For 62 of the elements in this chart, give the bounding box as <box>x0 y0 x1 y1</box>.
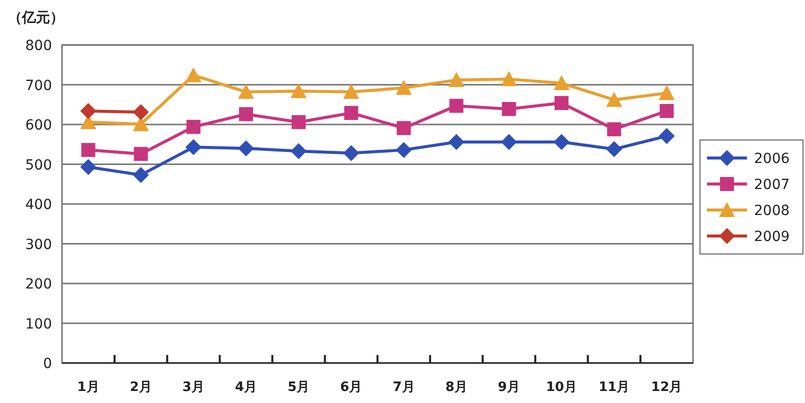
point <box>134 146 148 161</box>
point <box>606 92 622 107</box>
legend-label: 2007 <box>754 177 790 193</box>
point <box>343 84 360 99</box>
point <box>606 141 622 158</box>
point <box>343 145 360 162</box>
y-tick-label: 600 <box>25 118 52 134</box>
x-tick-label: 1月 <box>77 380 100 395</box>
point <box>290 143 307 160</box>
point <box>500 71 517 86</box>
point <box>449 98 464 113</box>
x-tick-label: 2月 <box>130 380 152 395</box>
y-tick-label: 700 <box>25 78 52 94</box>
legend-label: 2009 <box>754 229 790 245</box>
y-tick-label: 200 <box>25 276 52 292</box>
y-tick-label: 0 <box>43 356 52 372</box>
y-axis-title: （亿元） <box>8 10 64 26</box>
x-tick-label: 11月 <box>598 380 630 395</box>
x-tick-label: 12月 <box>651 380 682 395</box>
point <box>500 134 517 150</box>
x-tick-label: 8月 <box>445 380 468 395</box>
legend-label: 2006 <box>754 151 790 167</box>
x-tick-label: 10月 <box>546 380 578 395</box>
x-tick-label: 4月 <box>235 380 258 395</box>
x-tick-label: 7月 <box>392 380 415 395</box>
point <box>658 128 675 144</box>
point <box>290 83 307 98</box>
point <box>132 104 149 120</box>
point <box>344 106 358 120</box>
point <box>554 75 570 90</box>
x-tick-label: 3月 <box>182 380 204 395</box>
point <box>554 96 569 110</box>
y-tick-label: 500 <box>25 157 52 174</box>
x-tick-label: 5月 <box>288 380 310 395</box>
point <box>658 85 675 100</box>
y-tick-label: 800 <box>25 38 52 54</box>
point <box>186 120 200 134</box>
y-tick-label: 100 <box>25 316 52 332</box>
y-tick-label: 400 <box>25 197 52 213</box>
point <box>396 80 412 95</box>
point <box>502 102 516 116</box>
point <box>80 159 96 176</box>
point <box>239 107 254 122</box>
x-tick-label: 9月 <box>498 380 520 395</box>
point <box>448 72 464 87</box>
x-tick-label: 6月 <box>340 380 362 395</box>
point <box>238 140 254 156</box>
point <box>80 102 96 119</box>
point <box>81 142 96 157</box>
point <box>396 142 412 158</box>
point <box>448 134 464 150</box>
y-tick-label: 300 <box>25 236 52 253</box>
point <box>660 104 674 118</box>
legend-label: 2008 <box>754 203 790 219</box>
point <box>238 84 254 99</box>
point <box>292 115 306 130</box>
point <box>554 134 570 150</box>
point <box>185 67 202 82</box>
point <box>396 121 411 136</box>
point <box>607 122 622 136</box>
point <box>185 139 202 156</box>
point <box>132 166 149 183</box>
